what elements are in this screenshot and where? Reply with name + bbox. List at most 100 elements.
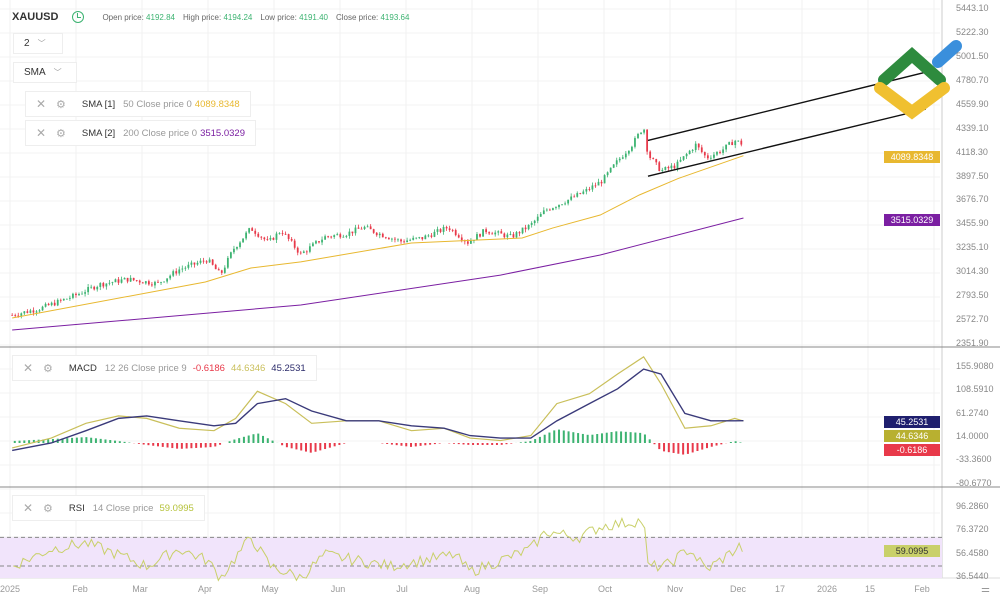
gear-icon[interactable]: ⚙ — [56, 98, 66, 111]
candle-body — [315, 241, 317, 244]
macd-histogram-bar — [51, 438, 54, 443]
candle-body — [32, 310, 35, 313]
candle-body — [679, 159, 682, 162]
candle-body — [694, 143, 697, 150]
macd-histogram-bar — [390, 443, 393, 445]
candle-body — [576, 193, 579, 197]
candle-body — [634, 138, 636, 147]
candle-body — [90, 286, 93, 288]
candle-body — [670, 165, 673, 169]
macd-histogram-bar — [42, 439, 45, 443]
macd-histogram-bar — [85, 437, 88, 443]
candle-body — [17, 315, 20, 317]
macd-signal-line — [12, 368, 744, 452]
candle-body — [603, 175, 606, 184]
candle-body — [506, 234, 509, 238]
channel-trendline — [647, 108, 926, 177]
axis-tick-label: 3897.50 — [956, 170, 989, 181]
macd-histogram-bar — [663, 443, 666, 452]
gear-icon[interactable]: ⚙ — [43, 502, 53, 515]
candle-body — [327, 236, 330, 238]
candle-body — [555, 207, 557, 209]
candle-body — [211, 259, 214, 265]
candle-body — [394, 238, 396, 240]
candle-body — [56, 299, 59, 306]
gear-icon[interactable]: ⚙ — [43, 362, 53, 375]
candle-body — [518, 232, 521, 234]
candle-body — [87, 287, 90, 293]
candle-body — [615, 160, 618, 165]
candle-body — [564, 203, 566, 205]
candle-body — [424, 235, 427, 240]
time-axis-label: Dec — [729, 584, 747, 594]
candle-body — [530, 223, 533, 225]
interval-dropdown[interactable]: 2 ﹀ — [13, 33, 63, 54]
candle-body — [430, 235, 433, 237]
candle-body — [415, 237, 418, 239]
candle-body — [542, 210, 545, 215]
macd-histogram-bar — [529, 441, 532, 443]
macd-histogram-bar — [648, 439, 651, 443]
candle-body — [485, 229, 487, 233]
macd-hist-tag: -0.6186 — [884, 444, 940, 456]
candle-body — [403, 241, 405, 243]
candle-body — [387, 238, 390, 240]
candle-body — [621, 157, 624, 159]
settings-sliders-icon[interactable]: ⚌ — [981, 584, 990, 595]
candle-body — [655, 159, 658, 163]
candle-body — [44, 303, 47, 307]
macd-histogram-bar — [405, 443, 408, 447]
macd-histogram-bar — [605, 432, 608, 443]
close-price: Close price: 4193.64 — [336, 12, 410, 22]
candle-body — [682, 156, 685, 160]
candle-body — [597, 181, 600, 186]
macd-histogram-bar — [333, 443, 336, 447]
close-icon[interactable]: ✕ — [36, 97, 47, 111]
candle-body — [470, 240, 472, 244]
candle-body — [260, 236, 263, 238]
candle-body — [230, 252, 232, 258]
candle-body — [38, 310, 41, 312]
axis-tick-label: 2572.70 — [956, 314, 989, 325]
clock-icon[interactable] — [72, 11, 85, 23]
gear-icon[interactable]: ⚙ — [56, 127, 66, 140]
candle-body — [132, 277, 135, 281]
macd-histogram-bar — [658, 443, 661, 450]
candle-body — [509, 234, 512, 235]
macd-histogram-bar — [176, 443, 179, 449]
macd-histogram-bar — [247, 435, 250, 443]
close-icon[interactable]: ✕ — [23, 361, 34, 375]
candle-body — [479, 234, 481, 237]
candle-body — [397, 239, 399, 241]
close-icon[interactable]: ✕ — [36, 126, 47, 140]
candle-body — [169, 275, 172, 279]
candle-body — [421, 237, 424, 240]
candle-body — [585, 189, 588, 192]
candle-body — [75, 293, 77, 296]
candle-body — [166, 278, 169, 282]
macd-histogram-bar — [90, 437, 93, 443]
candle-body — [567, 199, 570, 204]
macd-histogram-bar — [591, 434, 594, 443]
macd-histogram-bar — [706, 443, 709, 449]
candle-body — [488, 232, 491, 234]
candle-body — [536, 216, 539, 221]
candle-body — [236, 246, 238, 249]
candle-body — [433, 231, 436, 237]
macd-histogram-bar — [734, 441, 737, 443]
macd-histogram-bar — [319, 443, 322, 451]
close-icon[interactable]: ✕ — [23, 501, 34, 515]
macd-histogram-bar — [577, 433, 580, 443]
candle-body — [716, 151, 718, 155]
macd-histogram-bar — [271, 440, 274, 443]
axis-tick-label: 14.0000 — [956, 430, 989, 441]
candle-body — [664, 166, 667, 170]
candle-body — [360, 228, 363, 230]
macd-histogram-bar — [476, 443, 479, 445]
axis-tick-label: 108.5910 — [956, 384, 994, 395]
sma1-price-tag: 4089.8348 — [884, 151, 940, 163]
candle-body — [454, 230, 457, 236]
indicator-dropdown[interactable]: SMA ﹀ — [13, 62, 77, 83]
macd-histogram-bar — [137, 443, 140, 444]
